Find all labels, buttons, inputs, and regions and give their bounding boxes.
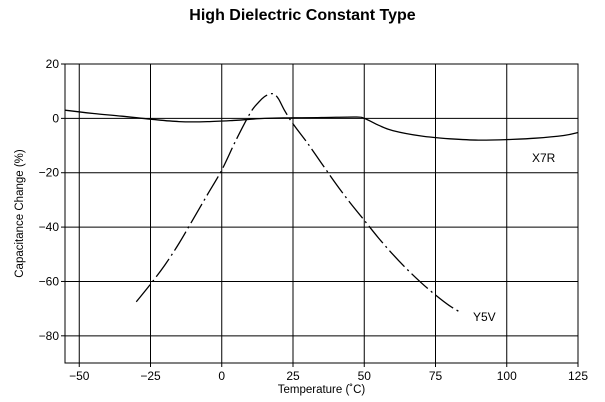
x-tick-label: 100 [497, 369, 517, 383]
grid-layer [65, 64, 578, 363]
x-tick-label: −50 [69, 369, 90, 383]
x-tick-label: 125 [568, 369, 588, 383]
series-line-y5v [135, 92, 462, 314]
x-tick-label: 25 [286, 369, 300, 383]
y-axis-label: Capacitance Change (%) [14, 149, 26, 278]
chart-title: High Dielectric Constant Type [189, 7, 416, 24]
plot-frame [64, 63, 579, 364]
y-tick-label: −80 [39, 329, 60, 343]
y-tick-label: −60 [39, 274, 60, 288]
x-tick-label: 50 [358, 369, 372, 383]
x-tick-label: 75 [429, 369, 443, 383]
series-layer [64, 92, 579, 314]
y-tick-label: 20 [46, 57, 60, 71]
series-label-x7r: X7R [532, 151, 556, 165]
y-tick-label: 0 [52, 111, 59, 125]
x-axis-label: Temperature (˚C) [278, 384, 366, 396]
x-tick-label: 0 [218, 369, 225, 383]
series-line-x7r [64, 109, 579, 141]
tick-layer: −50 −25 0 25 50 75 100 125 20 0 −20 −40 −60 −80 [39, 57, 589, 383]
x-tick-label: −25 [140, 369, 161, 383]
series-label-y5v: Y5V [473, 310, 496, 324]
y-tick-label: −20 [39, 166, 60, 180]
y-tick-label: −40 [39, 220, 60, 234]
